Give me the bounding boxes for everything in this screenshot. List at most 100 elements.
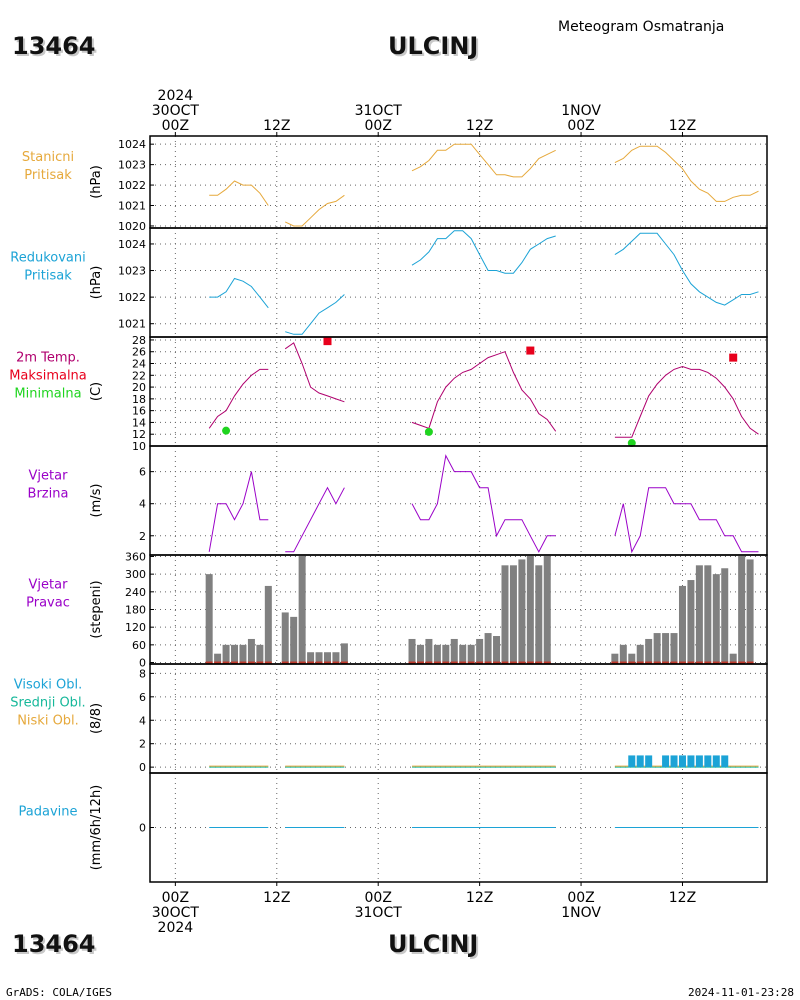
y-tick-label: 1022 [118, 291, 146, 304]
high-cloud-bar [670, 755, 678, 768]
tmax-marker [729, 353, 738, 362]
panel-frame [149, 336, 768, 447]
wind-direction-bar [678, 585, 686, 663]
y-axis-label: (hPa) [89, 266, 104, 300]
wind-direction-bar [247, 638, 255, 663]
panel-label: 2m Temp. [16, 351, 80, 366]
y-tick-label: 18 [132, 393, 146, 406]
y-tick-label: 16 [132, 405, 146, 418]
station-id-top-shadow: 13464 [14, 34, 98, 62]
wind-direction-bar [493, 636, 501, 663]
chart-title: Meteogram Osmatranja [558, 19, 724, 35]
station_pressure-line [209, 180, 269, 206]
tmax-marker [526, 346, 535, 355]
station-id-bottom: 13464 [12, 930, 96, 958]
temperature-line [284, 342, 345, 403]
panel-frame [149, 227, 768, 338]
bottom-time-label: 1NOV [561, 905, 601, 921]
wind-direction-bar [315, 652, 323, 663]
panel-label: Pravac [26, 596, 70, 611]
panel-clouds: 0 2 4 6 8 (8/8) Visoki Obl. Srednji Obl. Niski O… [10, 663, 768, 774]
y-tick-label: 22 [132, 369, 146, 382]
top-time-label: 00Z [365, 118, 392, 134]
y-tick-label: 360 [125, 550, 146, 563]
high-cloud-bar [721, 755, 729, 768]
wind-direction-bar [256, 644, 264, 663]
wind-direction-bar [543, 555, 551, 663]
high-cloud-bar [645, 755, 653, 768]
panel-label: Pritisak [24, 168, 72, 183]
wind-direction-bar [450, 638, 458, 663]
wind-direction-bar [619, 644, 627, 663]
wind-direction-bar [738, 555, 746, 663]
wind-direction-bar [509, 565, 517, 663]
wind-direction-bar [721, 568, 729, 663]
top-time-label: 1NOV [561, 103, 601, 119]
panel-label: Stanicni [22, 150, 74, 165]
reduced_pressure-line [285, 294, 345, 335]
wind-direction-bar [416, 644, 424, 663]
y-tick-label: 4 [139, 498, 146, 511]
temperature-line [614, 365, 759, 438]
panel-label: Brzina [28, 487, 69, 502]
reduced_pressure-line [614, 232, 759, 306]
top-time-label: 2024 [158, 88, 194, 104]
y-tick-label: 1023 [118, 265, 146, 278]
bottom-time-label: 30OCT [152, 905, 200, 921]
y-tick-label: 6 [139, 691, 146, 704]
station_pressure-line [614, 145, 759, 202]
y-tick-label: 1021 [118, 200, 146, 213]
wind-direction-bar [442, 644, 450, 663]
wind-direction-bar [729, 653, 737, 663]
wind-direction-bar [425, 638, 433, 663]
panel-label: Redukovani [10, 251, 85, 266]
wind-direction-bar [214, 653, 222, 663]
wind-direction-bar [239, 644, 247, 663]
wind-direction-bar [695, 565, 703, 663]
wind-direction-bar [205, 574, 213, 663]
credit-text: GrADS: COLA/IGES [6, 986, 112, 999]
panel-station_pressure: 1020 1021 1022 1023 1024 (hPa) Stanicni Pritisa… [22, 135, 768, 233]
wind-direction-bar [636, 644, 644, 663]
wind-direction-bar [501, 565, 509, 663]
top-time-label: 12Z [263, 118, 290, 134]
y-tick-label: 300 [125, 568, 146, 581]
y-tick-label: 180 [125, 604, 146, 617]
y-tick-label: 0 [139, 657, 146, 670]
wind-direction-bar [712, 574, 720, 663]
wind-direction-bar [264, 585, 272, 663]
top-time-label: 00Z [567, 118, 594, 134]
temperature-line [208, 368, 269, 429]
wind-direction-bar [526, 555, 534, 663]
wind-direction-bar [323, 652, 331, 663]
panel-wind_direction: 0 60 120 180 240 300 360 (stepeni) Vjetar Pravac [26, 550, 768, 670]
wind-direction-bar [484, 633, 492, 663]
high-cloud-bar [704, 755, 712, 768]
high-cloud-bar [678, 755, 686, 768]
wind-direction-bar [535, 565, 543, 663]
wind-direction-bar [290, 616, 298, 663]
y-tick-label: 60 [132, 639, 146, 652]
high-cloud-bar [712, 755, 720, 768]
bottom-time-label: 12Z [263, 890, 290, 906]
y-tick-label: 20 [132, 381, 146, 394]
y-tick-label: 14 [132, 416, 146, 429]
y-tick-label: 28 [132, 334, 146, 347]
panels: 10201021102210231024(hPa)StanicniPritisa… [9, 135, 768, 883]
wind-direction-bar [222, 644, 230, 663]
station-name-bottom: ULCINJ [388, 930, 478, 958]
y-tick-label: 1020 [118, 220, 146, 233]
panel-frame [149, 445, 768, 556]
wind-direction-bar [687, 580, 695, 663]
panel-label: Maksimalna [9, 369, 87, 384]
y-tick-label: 6 [139, 466, 146, 479]
wind-direction-bar [670, 633, 678, 663]
wind_speed-line [411, 454, 556, 553]
wind-direction-bar [746, 559, 754, 663]
wind-direction-bar [332, 652, 340, 663]
y-axis-label: (m/s) [89, 484, 104, 518]
panel-label: Pritisak [24, 269, 72, 284]
